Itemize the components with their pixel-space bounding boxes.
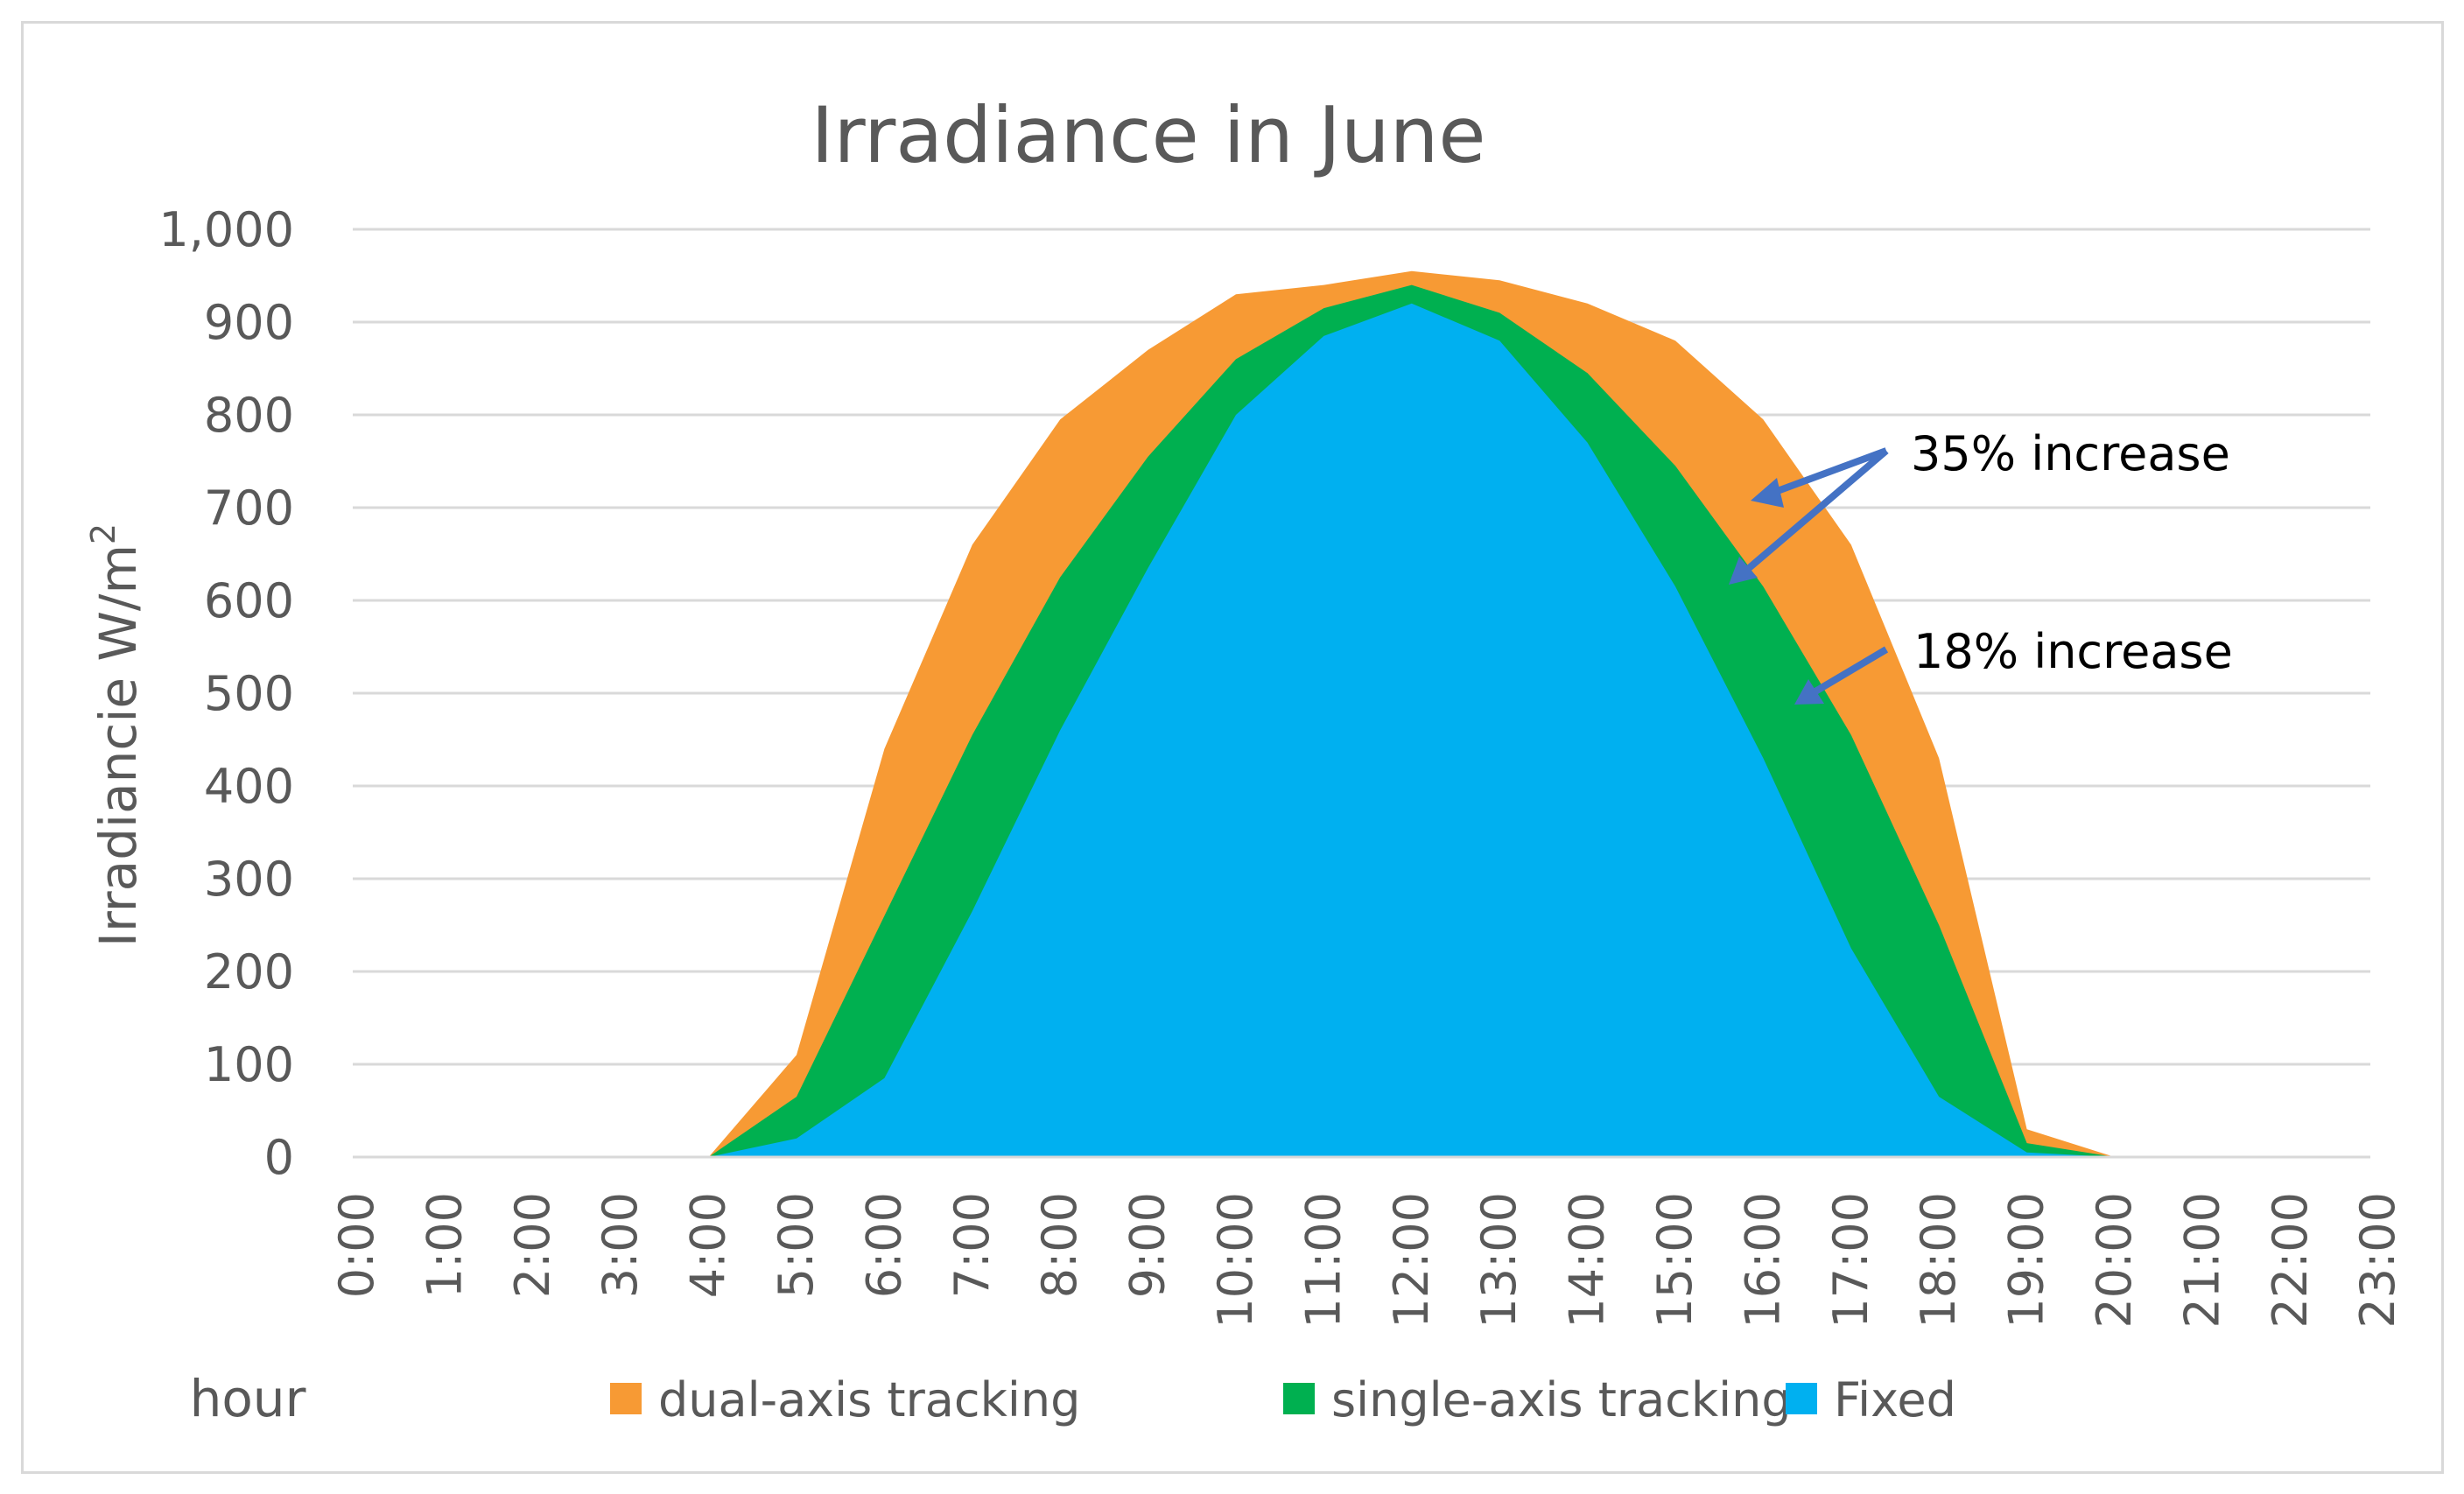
area-series-group <box>357 270 2379 1158</box>
legend-label-dual-axis-tracking: dual-axis tracking <box>658 1372 1080 1427</box>
x-tick-label: 17:00 <box>1823 1192 1878 1329</box>
x-tick-label: 16:00 <box>1735 1192 1790 1329</box>
legend-label-single-axis-tracking: single-axis tracking <box>1331 1372 1792 1427</box>
x-tick-label: 10:00 <box>1208 1192 1263 1329</box>
arrow-35-to-dual <box>1773 447 1888 495</box>
x-tick-label: 19:00 <box>1999 1192 2054 1329</box>
area-fixed <box>357 303 2379 1157</box>
x-tick-label: 3:00 <box>593 1192 648 1298</box>
y-axis-title: Irradiancie W/m2 <box>84 523 148 947</box>
y-axis-title-main: Irradiancie W/m <box>88 544 148 947</box>
x-tick-label: 6:00 <box>856 1192 911 1298</box>
x-axis-ticks: 0:00 1:00 2:00 3:00 4:00 5:00 6:00 7:00 8:00 9:00… <box>329 1192 2405 1329</box>
legend: dual-axis tracking single-axis tracking Fi… <box>610 1372 1956 1427</box>
x-tick-label: 12:00 <box>1384 1192 1439 1329</box>
y-tick-label: 0 <box>264 1130 294 1185</box>
y-tick-label: 1,000 <box>158 202 294 257</box>
x-tick-label: 8:00 <box>1032 1192 1087 1298</box>
y-tick-label: 300 <box>204 852 294 907</box>
legend-swatch-fixed <box>1786 1383 1817 1414</box>
arrow-35-to-dual-head <box>1751 478 1784 508</box>
x-tick-label: 22:00 <box>2263 1192 2318 1329</box>
arrow-35-to-single-head <box>1729 557 1758 585</box>
x-tick-label: 2:00 <box>505 1192 560 1298</box>
x-tick-label: 20:00 <box>2087 1192 2142 1329</box>
legend-swatch-dual-axis-tracking <box>610 1383 642 1414</box>
x-tick-label: 11:00 <box>1295 1192 1351 1329</box>
arrow-35-to-single <box>1745 447 1889 572</box>
x-tick-label: 1:00 <box>417 1192 472 1298</box>
annotation-18-increase: 18% increase <box>1913 624 2233 679</box>
arrow-18-to-single-head <box>1794 679 1824 705</box>
y-tick-label: 600 <box>204 573 294 628</box>
x-tick-label: 7:00 <box>944 1192 1000 1298</box>
y-tick-label: 100 <box>204 1037 294 1092</box>
y-tick-label: 700 <box>204 480 294 536</box>
x-axis-title: hour <box>190 1369 306 1428</box>
y-tick-label: 400 <box>204 759 294 814</box>
y-tick-label: 200 <box>204 944 294 1000</box>
y-tick-label: 900 <box>204 295 294 350</box>
y-tick-label: 500 <box>204 666 294 721</box>
y-axis-title-superscript: 2 <box>84 523 123 544</box>
legend-swatch-single-axis-tracking <box>1283 1383 1315 1414</box>
x-tick-label: 4:00 <box>681 1192 736 1298</box>
x-tick-label: 9:00 <box>1120 1192 1176 1298</box>
y-axis-ticks: 0 100 200 300 400 500 600 700 800 900 1,000 <box>158 202 294 1185</box>
x-tick-label: 14:00 <box>1560 1192 1615 1329</box>
legend-label-fixed: Fixed <box>1834 1372 1956 1427</box>
x-tick-label: 18:00 <box>1911 1192 1966 1329</box>
x-tick-label: 15:00 <box>1647 1192 1702 1329</box>
y-tick-label: 800 <box>204 388 294 443</box>
x-tick-label: 13:00 <box>1471 1192 1527 1329</box>
x-tick-label: 5:00 <box>769 1192 824 1298</box>
x-tick-label: 23:00 <box>2350 1192 2405 1329</box>
chart-title: Irradiance in June <box>811 90 1485 180</box>
x-tick-label: 21:00 <box>2174 1192 2229 1329</box>
arrow-18-to-single <box>1813 646 1889 695</box>
x-tick-label: 0:00 <box>329 1192 384 1298</box>
annotation-35-increase: 35% increase <box>1911 426 2230 481</box>
annotations: 35% increase 18% increase <box>1729 426 2233 705</box>
